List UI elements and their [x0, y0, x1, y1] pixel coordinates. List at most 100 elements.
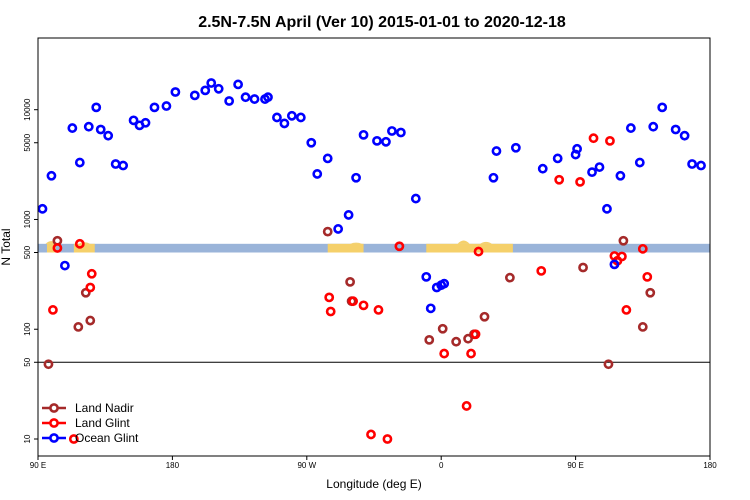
data-point-ocean-glint: [128, 115, 139, 126]
data-point-ocean-glint: [615, 170, 626, 181]
data-point-ocean-glint: [351, 172, 361, 183]
data-point-ocean-glint: [140, 117, 151, 128]
data-point-ocean-glint: [46, 170, 57, 181]
data-point-ocean-glint: [657, 102, 668, 113]
data-point-land-nadir: [637, 322, 648, 332]
data-point-land-glint: [461, 401, 472, 411]
data-point-ocean-glint: [233, 79, 244, 90]
data-point-ocean-glint: [224, 96, 235, 106]
data-point-ocean-glint: [491, 146, 502, 156]
y-tick-label: 10: [23, 434, 32, 443]
data-point-land-glint: [642, 271, 653, 282]
data-point-ocean-glint: [272, 112, 282, 123]
data-point-land-glint: [52, 243, 63, 253]
land-band-segment: [480, 241, 492, 244]
y-tick-label: 1000: [23, 210, 32, 228]
data-point-land-nadir: [618, 235, 629, 246]
data-point-land-glint: [325, 306, 336, 317]
data-point-ocean-glint: [670, 124, 681, 135]
data-point-ocean-glint: [410, 193, 421, 204]
y-tick-label: 5000: [23, 133, 32, 151]
data-point-ocean-glint: [200, 85, 211, 96]
data-point-land-glint: [373, 305, 384, 315]
land-band-segment: [46, 243, 56, 253]
data-point-land-glint: [366, 429, 376, 440]
data-point-land-glint: [48, 305, 58, 315]
data-point-ocean-glint: [333, 224, 344, 234]
data-point-ocean-glint: [74, 157, 85, 168]
data-point-ocean-glint: [170, 87, 181, 97]
data-point-ocean-glint: [594, 162, 605, 172]
y-axis: 10 50 100 500 1000 5000 10000: [23, 98, 38, 443]
data-point-ocean-glint: [510, 142, 521, 153]
data-point-land-glint: [466, 348, 476, 359]
land-band-segment: [73, 243, 95, 253]
data-point-land-nadir: [504, 272, 515, 283]
legend-label-land-nadir: Land Nadir: [75, 401, 134, 415]
data-point-ocean-glint: [421, 271, 432, 282]
series-land-glint: [48, 133, 653, 444]
data-point-land-nadir: [43, 359, 54, 370]
land-band-segment: [457, 240, 470, 244]
data-point-ocean-glint: [312, 169, 323, 179]
legend-label-land-glint: Land Glint: [75, 416, 130, 430]
data-point-ocean-glint: [249, 94, 260, 104]
legend-marker-land-nadir: [49, 403, 59, 413]
data-point-ocean-glint: [91, 102, 102, 113]
surface-band: [38, 240, 710, 253]
land-band-segment: [426, 243, 513, 253]
data-point-ocean-glint: [587, 167, 597, 178]
data-point-ocean-glint: [634, 157, 645, 168]
data-point-land-glint: [358, 300, 369, 311]
plot-area: [37, 37, 711, 457]
legend-label-ocean-glint: Ocean Glint: [75, 431, 139, 445]
data-point-land-glint: [382, 434, 393, 444]
y-tick-label: 10000: [23, 98, 32, 121]
data-point-land-glint: [394, 241, 405, 252]
data-point-ocean-glint: [679, 130, 690, 141]
data-point-land-nadir: [451, 336, 462, 347]
legend-marker-ocean-glint: [49, 433, 59, 443]
data-point-ocean-glint: [67, 123, 78, 133]
data-point-ocean-glint: [103, 130, 114, 141]
data-point-ocean-glint: [59, 260, 70, 271]
data-point-ocean-glint: [95, 124, 106, 135]
data-point-land-glint: [637, 243, 648, 254]
data-point-land-glint: [605, 135, 615, 146]
data-point-ocean-glint: [609, 259, 620, 270]
data-point-ocean-glint: [189, 90, 200, 101]
data-point-ocean-glint: [537, 163, 548, 174]
data-point-land-nadir: [437, 323, 448, 334]
data-point-land-glint: [554, 174, 565, 185]
data-point-land-glint: [324, 292, 335, 303]
x-tick-label: 0: [439, 461, 444, 470]
x-axis-label: Longitude (deg E): [326, 477, 421, 491]
x-tick-label: 180: [166, 461, 180, 470]
data-point-ocean-glint: [161, 101, 172, 111]
data-point-ocean-glint: [395, 127, 406, 138]
data-point-land-glint: [575, 176, 585, 187]
data-point-land-nadir: [322, 226, 333, 237]
data-point-land-glint: [616, 251, 627, 262]
data-point-ocean-glint: [213, 83, 224, 94]
data-point-land-nadir: [578, 262, 588, 273]
data-point-ocean-glint: [83, 121, 94, 132]
x-tick-label: 90 E: [30, 461, 46, 470]
data-point-ocean-glint: [279, 118, 290, 129]
data-point-ocean-glint: [687, 159, 697, 169]
x-axis: 90 E 180 90 W 0 90 E 180: [30, 456, 717, 470]
data-point-ocean-glint: [322, 153, 333, 164]
data-point-ocean-glint: [572, 143, 582, 154]
data-point-ocean-glint: [306, 137, 317, 148]
series-ocean-glint: [37, 78, 706, 314]
data-point-land-nadir: [463, 333, 473, 344]
data-point-land-glint: [621, 305, 632, 315]
data-point-ocean-glint: [372, 135, 382, 146]
data-point-ocean-glint: [206, 78, 217, 88]
data-point-land-glint: [439, 348, 450, 359]
data-point-ocean-glint: [381, 136, 391, 147]
data-point-ocean-glint: [387, 126, 397, 136]
x-tick-label: 90 W: [297, 461, 316, 470]
data-point-ocean-glint: [286, 110, 297, 121]
